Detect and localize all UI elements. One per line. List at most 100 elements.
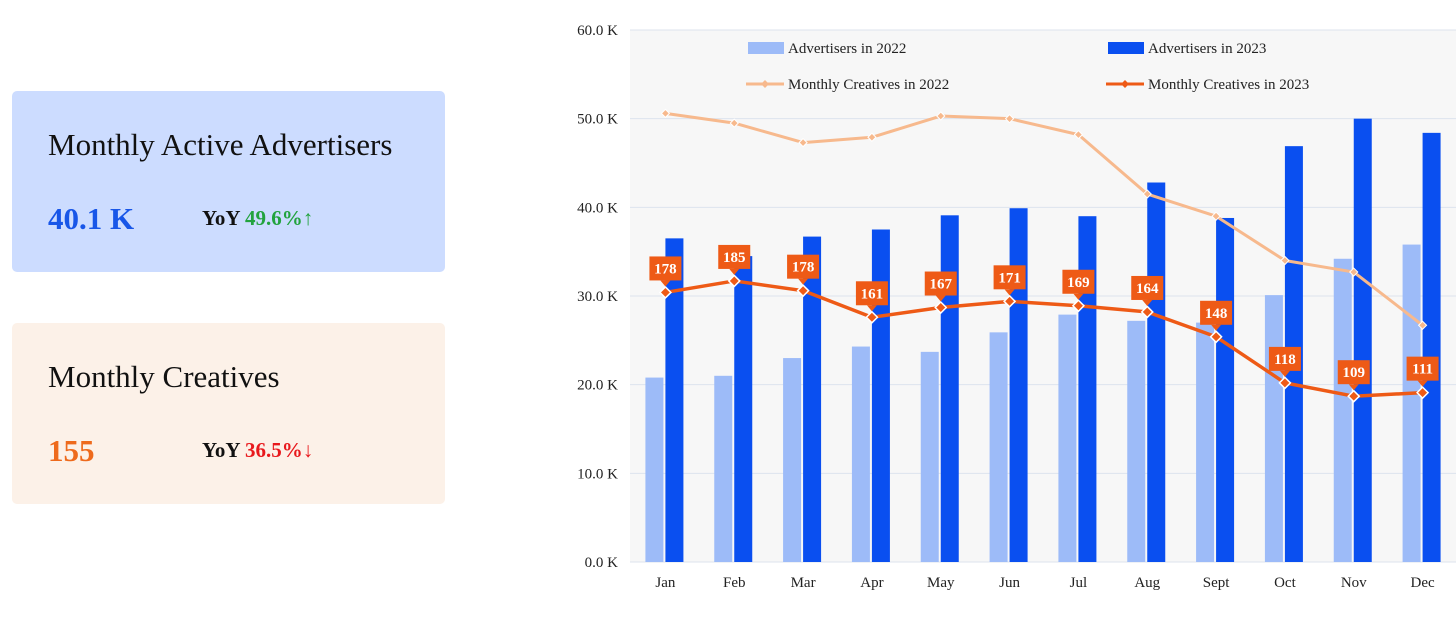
x-tick-label: Mar <box>791 575 816 591</box>
data-label-pointer <box>1142 299 1153 306</box>
data-label-pointer <box>798 278 809 285</box>
legend-label: Monthly Creatives in 2023 <box>1148 77 1309 93</box>
y-tick-label: 0.0 K <box>585 555 619 571</box>
bar <box>1127 320 1146 562</box>
data-label: 164 <box>1136 281 1159 297</box>
data-label-box <box>1131 275 1164 300</box>
data-label: 167 <box>930 277 953 293</box>
bar <box>665 238 684 562</box>
bar <box>645 377 664 562</box>
line-point <box>934 300 948 315</box>
creatives-value: 155 <box>48 433 95 468</box>
data-label-pointer <box>1211 324 1222 331</box>
line-point <box>1280 255 1290 266</box>
x-tick-label: Apr <box>860 575 883 591</box>
line-point <box>1004 113 1015 124</box>
advertisers-card: Monthly Active Advertisers 40.1 K YoY 49… <box>12 91 445 272</box>
data-label-pointer <box>1004 289 1015 296</box>
line-point <box>1071 299 1085 313</box>
line-point <box>1417 320 1428 330</box>
bar <box>1402 244 1421 562</box>
bar <box>989 332 1008 562</box>
line-point <box>1349 267 1359 277</box>
bar <box>714 375 733 562</box>
bar <box>1333 258 1352 562</box>
creatives-card-title: Monthly Creatives <box>48 359 280 394</box>
x-tick-label: May <box>927 575 955 591</box>
series-line <box>665 279 1423 398</box>
line-point <box>1003 294 1017 308</box>
line-point <box>867 132 877 142</box>
advertisers-card-title: Monthly Active Advertisers <box>48 127 393 162</box>
data-label-box <box>718 244 751 269</box>
legend-swatch <box>1108 42 1144 54</box>
advertisers-creatives-chart: 0.0 K 10.0 K 20.0 K 30.0 K 40.0 K 50.0 K 60.0 … <box>577 23 1456 591</box>
data-label: 178 <box>654 261 677 277</box>
advertisers-yoy-value: 49.6%↑ <box>244 206 314 230</box>
x-tick-label: Sept <box>1203 575 1231 591</box>
line-point <box>727 274 741 288</box>
data-label: 111 <box>1412 362 1433 378</box>
bar <box>871 229 890 562</box>
advertisers-value: 40.1 K <box>48 201 135 236</box>
legend-swatch <box>748 42 784 54</box>
line-point <box>1209 330 1223 344</box>
line-point <box>865 310 879 324</box>
data-label-box <box>1337 360 1370 385</box>
x-tick-label: Oct <box>1274 575 1296 591</box>
line-point <box>1211 211 1221 221</box>
bar <box>783 358 802 562</box>
x-tick-label: Jan <box>655 575 675 591</box>
y-tick-label: 60.0 K <box>577 23 618 39</box>
data-label-box <box>1062 269 1095 294</box>
bar <box>1009 208 1028 562</box>
series-line <box>665 111 1424 327</box>
data-label: 169 <box>1067 275 1090 291</box>
line-point <box>1140 305 1154 319</box>
data-label: 109 <box>1343 365 1366 381</box>
data-label-box <box>1406 356 1439 381</box>
line-point <box>1142 189 1152 199</box>
legend-marker <box>761 80 769 88</box>
y-tick-label: 50.0 K <box>577 112 618 128</box>
data-label-pointer <box>1417 380 1428 387</box>
x-tick-label: Dec <box>1411 575 1435 591</box>
data-label: 118 <box>1274 352 1296 368</box>
legend-marker <box>1121 80 1129 88</box>
data-label-box <box>855 281 888 306</box>
data-label-pointer <box>935 295 946 302</box>
data-label: 171 <box>998 270 1021 286</box>
data-label: 185 <box>723 250 746 266</box>
data-label-pointer <box>866 305 877 312</box>
bar <box>1353 118 1372 563</box>
legend-label: Monthly Creatives in 2022 <box>788 77 949 93</box>
data-label-pointer <box>729 268 740 275</box>
x-tick-label: Jun <box>999 575 1020 591</box>
y-tick-label: 10.0 K <box>577 466 618 482</box>
y-tick-label: 30.0 K <box>577 289 618 305</box>
data-label-box <box>993 265 1026 290</box>
creatives-card: Monthly Creatives 155 YoY 36.5%↓ <box>12 323 445 504</box>
line-point <box>1073 129 1084 140</box>
bar <box>734 256 753 562</box>
x-tick-label: Jul <box>1070 575 1088 591</box>
legend-label: Advertisers in 2022 <box>788 41 906 57</box>
data-label: 148 <box>1205 306 1228 322</box>
data-label: 161 <box>861 286 884 302</box>
line-point <box>658 285 672 300</box>
data-label-box <box>1200 300 1233 325</box>
data-label-pointer <box>660 280 671 287</box>
legend-label: Advertisers in 2023 <box>1148 41 1266 57</box>
bar <box>1422 132 1441 562</box>
bar <box>803 236 822 563</box>
data-label-pointer <box>1279 370 1290 377</box>
data-label-box <box>649 256 682 281</box>
y-tick-label: 40.0 K <box>577 200 618 216</box>
line-point <box>1347 389 1361 403</box>
creatives-yoy: YoY 36.5%↓ <box>202 438 313 463</box>
creatives-yoy-label: YoY <box>202 438 240 462</box>
data-label: 178 <box>792 260 815 276</box>
creatives-yoy-value: 36.5%↓ <box>244 438 314 462</box>
x-tick-label: Feb <box>723 575 746 591</box>
bar <box>851 346 870 562</box>
